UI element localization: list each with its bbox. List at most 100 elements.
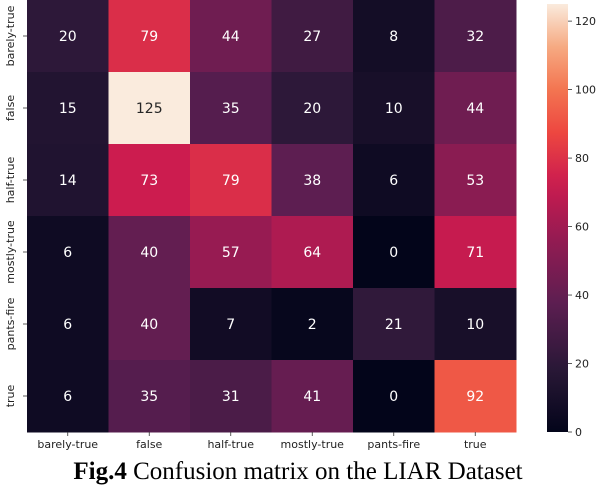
cell-value-label: 20 [303, 101, 321, 117]
heatmap-cell [353, 216, 435, 289]
heatmap-cell [27, 72, 109, 145]
y-axis-tick-labels: barely-true false half-true mostly-true pant… [4, 5, 27, 407]
y-tick-label: barely-true [4, 5, 17, 66]
heatmap-cell [190, 72, 272, 145]
cell-value-label: 7 [226, 317, 235, 333]
colorbar-ticks: 0 20 40 60 80 100 120 [568, 15, 596, 439]
heatmap-cell [108, 288, 191, 361]
cell-value-label: 71 [466, 245, 484, 261]
colorbar-tick-label: 20 [575, 358, 589, 371]
heatmap-cell [190, 0, 272, 73]
cell-value-label: 31 [222, 389, 240, 405]
heatmap-cell [190, 216, 272, 289]
cell-value-label: 20 [59, 29, 77, 45]
cell-value-label: 35 [140, 389, 158, 405]
heatmap-cell [271, 360, 354, 433]
heatmap-cell [353, 360, 435, 433]
cell-value-label: 79 [140, 29, 158, 45]
x-tick-label: mostly-true [281, 438, 345, 451]
cell-value-label: 8 [389, 29, 398, 45]
heatmap-cell [271, 144, 354, 217]
heatmap-cell [27, 288, 109, 361]
cell-value-label: 2 [308, 317, 317, 333]
y-tick-label: mostly-true [4, 220, 17, 284]
heatmap-cell [108, 72, 191, 145]
heatmap-cell [271, 216, 354, 289]
y-tick-label: true [4, 384, 17, 407]
cell-value-label: 64 [303, 245, 321, 261]
x-tick-label: half-true [207, 438, 254, 451]
cell-value-label: 0 [389, 245, 398, 261]
heatmap-cell [353, 72, 435, 145]
heatmap-cell [108, 360, 191, 433]
cell-value-label: 79 [222, 173, 240, 189]
colorbar-tick-label: 100 [575, 84, 596, 97]
y-tick-label: half-true [4, 156, 17, 203]
heatmap-cells [27, 0, 517, 433]
cell-value-label: 21 [385, 317, 403, 333]
cell-value-label: 27 [303, 29, 321, 45]
heatmap-cell [271, 288, 354, 361]
x-tick-label: barely-true [37, 438, 98, 451]
heatmap-cell [27, 360, 109, 433]
heatmap-cell [27, 0, 109, 73]
heatmap-cell [190, 144, 272, 217]
figure-caption: Fig.4 Confusion matrix on the LIAR Datas… [0, 452, 596, 492]
cell-value-label: 41 [303, 389, 321, 405]
heatmap-cell [434, 144, 517, 217]
cell-value-label: 6 [389, 173, 398, 189]
cell-value-label: 40 [140, 245, 158, 261]
x-tick-label: pants-fire [367, 438, 420, 451]
cell-value-label: 32 [466, 29, 484, 45]
cell-value-label: 6 [63, 317, 72, 333]
heatmap-cell [108, 144, 191, 217]
heatmap-cell [271, 0, 354, 73]
colorbar-tick-label: 60 [575, 221, 589, 234]
colorbar-tick-label: 40 [575, 289, 589, 302]
heatmap-cell [190, 288, 272, 361]
heatmap-cell [108, 0, 191, 73]
heatmap-cell [434, 216, 517, 289]
heatmap-cell [434, 72, 517, 145]
cell-value-label: 44 [222, 29, 240, 45]
cell-value-label: 38 [303, 173, 321, 189]
heatmap-cell [434, 360, 517, 433]
x-axis-tick-labels: barely-true false half-true mostly-true pant… [37, 432, 487, 451]
cell-value-label: 92 [466, 389, 484, 405]
x-tick-label: true [464, 438, 487, 451]
cell-value-label: 35 [222, 101, 240, 117]
cell-value-label: 40 [140, 317, 158, 333]
colorbar [547, 4, 568, 432]
cell-value-label: 10 [466, 317, 484, 333]
colorbar-tick-label: 80 [575, 152, 589, 165]
cell-value-label: 0 [389, 389, 398, 405]
cell-value-label: 6 [63, 245, 72, 261]
heatmap-cell [353, 288, 435, 361]
colorbar-tick-label: 0 [575, 426, 582, 439]
cell-value-label: 125 [136, 101, 163, 117]
y-tick-label: false [4, 95, 17, 121]
y-tick-label: pants-fire [4, 297, 17, 350]
heatmap-cell [353, 0, 435, 73]
figure-caption-label: Fig.4 [73, 458, 127, 485]
heatmap-cell [271, 72, 354, 145]
colorbar-tick-label: 120 [575, 15, 596, 28]
cell-value-label: 57 [222, 245, 240, 261]
heatmap-cell [353, 144, 435, 217]
heatmap-cell [190, 360, 272, 433]
cell-value-label: 15 [59, 101, 77, 117]
cell-value-label: 14 [59, 173, 77, 189]
cell-value-label: 73 [140, 173, 158, 189]
x-tick-label: false [136, 438, 162, 451]
heatmap-cell [434, 288, 517, 361]
heatmap-cell [27, 144, 109, 217]
cell-value-label: 53 [466, 173, 484, 189]
figure-caption-text: Confusion matrix on the LIAR Dataset [126, 458, 523, 485]
cell-value-label: 10 [385, 101, 403, 117]
heatmap-cell [434, 0, 517, 73]
heatmap-cell [108, 216, 191, 289]
cell-value-label: 6 [63, 389, 72, 405]
heatmap-cell [27, 216, 109, 289]
